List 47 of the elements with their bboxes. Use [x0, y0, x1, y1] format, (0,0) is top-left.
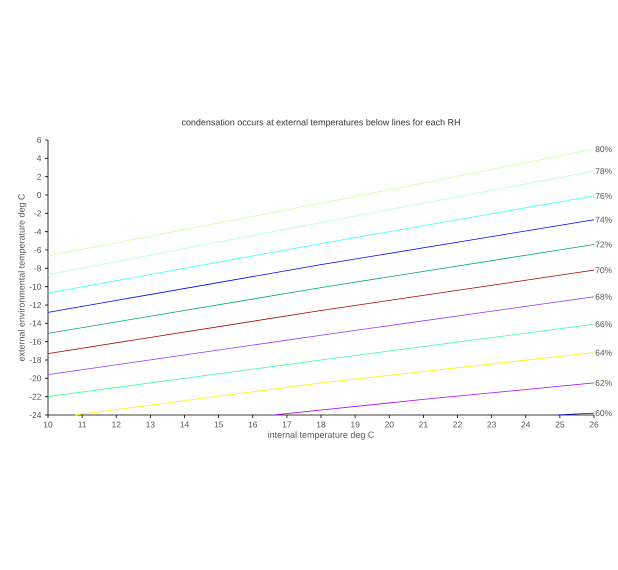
y-axis-title: external environmental temperature deg C: [18, 194, 26, 362]
x-tick-label: 13: [146, 422, 155, 428]
series-label: 60%: [596, 410, 612, 416]
x-tick-label: 21: [419, 422, 428, 428]
series-label: 72%: [596, 242, 612, 248]
y-tick-label: 0: [37, 192, 42, 198]
x-tick-label: 14: [180, 422, 189, 428]
y-tick-label: -4: [34, 228, 42, 235]
series-label: 74%: [596, 216, 612, 223]
y-tick-label: -22: [30, 394, 42, 400]
y-tick-label: 6: [37, 137, 42, 143]
y-tick-label: 4: [36, 155, 42, 162]
x-tick-label: 26: [590, 422, 598, 428]
series-label: 70%: [596, 267, 612, 274]
x-tick-label: 23: [487, 422, 496, 428]
y-tick-label: -12: [30, 302, 42, 308]
y-tick-label: -18: [30, 357, 42, 363]
series-label: 80%: [596, 146, 612, 152]
x-axis-title: internal temperature deg C: [268, 431, 374, 440]
x-tick-label: 20: [384, 422, 394, 428]
x-tick-label: 15: [214, 422, 223, 428]
y-tick-label: -24: [30, 412, 42, 418]
y-tick-label: 2: [37, 174, 42, 180]
series-label: 76%: [596, 192, 612, 199]
y-tick-label: -6: [34, 247, 42, 253]
x-tick-label: 19: [351, 422, 360, 428]
chart-title: condensation occurs at external temperatures below lines for each RH: [182, 118, 460, 128]
series-label: 68%: [596, 294, 612, 300]
x-tick-label: 18: [316, 422, 326, 428]
x-tick-label: 12: [112, 422, 121, 428]
x-tick-label: 25: [556, 422, 564, 428]
y-tick-label: -2: [34, 210, 42, 216]
x-tick-label: 10: [44, 422, 52, 428]
series-label: 66%: [596, 321, 612, 328]
series-label: 78%: [596, 168, 612, 174]
x-tick-label: 22: [453, 422, 462, 428]
y-tick-label: -8: [34, 265, 42, 272]
y-tick-label: -20: [30, 375, 42, 382]
x-tick-label: 16: [248, 422, 258, 428]
x-tick-label: 24: [521, 422, 530, 428]
y-tick-label: -10: [30, 284, 42, 290]
y-tick-label: -14: [30, 320, 42, 326]
x-tick-label: 17: [282, 422, 292, 428]
x-tick-label: 11: [78, 422, 86, 428]
series-label: 62%: [596, 380, 612, 386]
y-tick-label: -16: [30, 338, 42, 345]
series-label: 64%: [596, 350, 612, 356]
